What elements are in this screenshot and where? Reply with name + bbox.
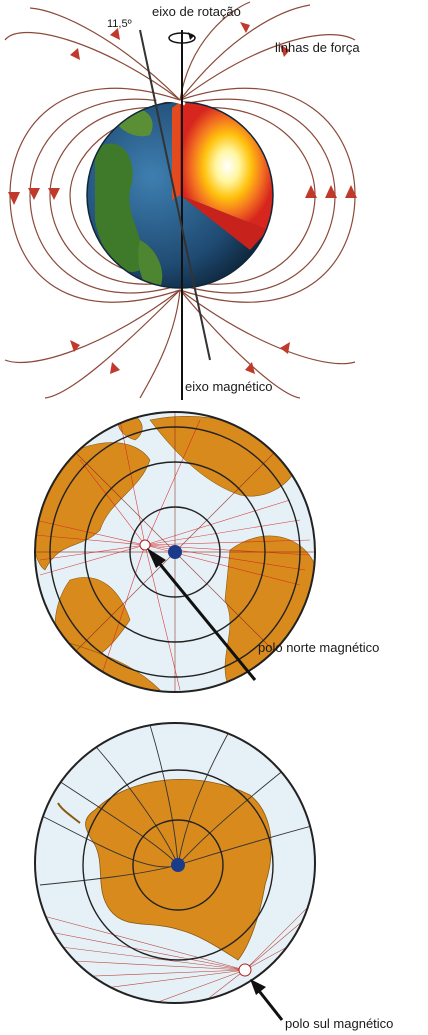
north-pole-pointer (147, 548, 257, 681)
earth-magnetic-field-figure: 11,5º eixo de rotação linhas de força ei… (0, 0, 428, 400)
south-latitudes (82, 769, 274, 961)
south-magnetic-lines (39, 899, 315, 1003)
south-meridians (39, 724, 315, 886)
north-pole-label: polo norte magnético (258, 640, 379, 655)
magnetic-axis-label: eixo magnético (185, 379, 272, 394)
rotation-axis (168, 30, 196, 400)
angle-label: 11,5º (107, 18, 132, 30)
south-pole-pointer (250, 979, 284, 1021)
geographic-north-pole-dot (168, 545, 182, 559)
magnetic-north-pole-dot (139, 539, 151, 551)
geographic-south-pole-dot (171, 858, 185, 872)
north-polar-map: polo norte magnético (0, 400, 428, 715)
earth-globe (86, 98, 274, 289)
north-land (35, 413, 315, 692)
rotation-axis-label: eixo de rotação (152, 4, 241, 19)
north-latitudes (49, 426, 301, 678)
magnetic-south-pole-dot (238, 963, 252, 977)
magnetic-axis (139, 29, 211, 361)
field-lines-label: linhas de força (275, 40, 360, 55)
south-pole-label: polo sul magnético (285, 1016, 393, 1031)
field-line-arrows (8, 22, 357, 374)
north-meridians (35, 412, 315, 692)
north-magnetic-lines (35, 419, 311, 691)
south-polar-map: polo sul magnético (0, 715, 428, 1035)
